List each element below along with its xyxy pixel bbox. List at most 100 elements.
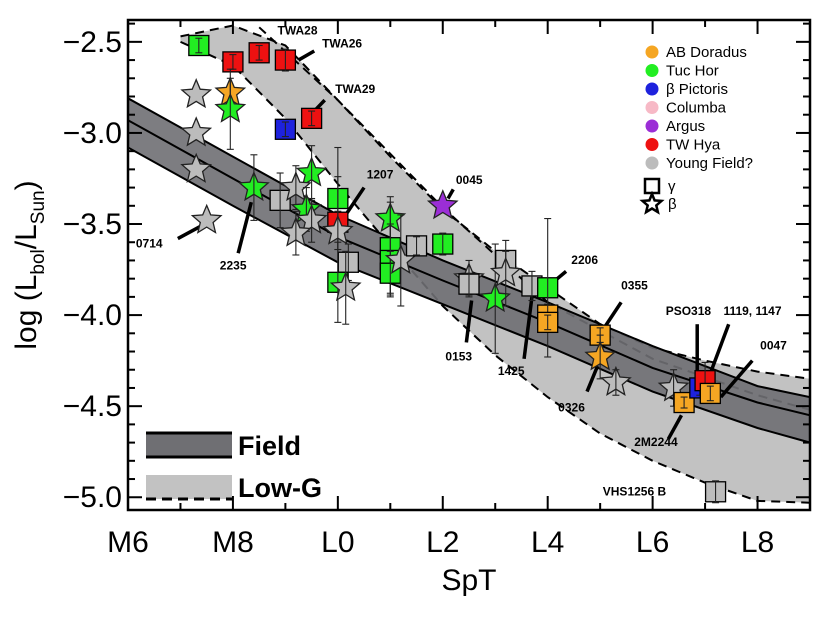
marker-legend: γβ xyxy=(639,177,677,215)
annotation-label: 1425 xyxy=(498,364,525,378)
data-point xyxy=(537,311,559,334)
marker-legend-label: β xyxy=(668,196,677,213)
legend-item: Columba xyxy=(645,100,727,117)
annotation-label: 2M2244 xyxy=(634,435,678,449)
legend-label: Columba xyxy=(666,100,727,117)
data-point xyxy=(458,272,480,296)
marker-legend-label: γ xyxy=(668,178,676,195)
annotation-label: 0714 xyxy=(136,237,163,251)
annotation-label: 0045 xyxy=(456,173,483,187)
annotation-label: TWA29 xyxy=(335,82,375,96)
data-point xyxy=(214,68,247,150)
band-legend: Field Low-G xyxy=(146,431,322,503)
annotation-label: TWA28 xyxy=(278,24,318,38)
annotation-line xyxy=(585,365,600,393)
data-point xyxy=(699,382,721,405)
data-point xyxy=(426,189,459,220)
annotation-label: 0047 xyxy=(760,339,787,353)
annotation-label: 1207 xyxy=(367,167,394,181)
data-point xyxy=(405,235,428,257)
data-point xyxy=(222,51,244,73)
data-point xyxy=(329,250,362,325)
data-point xyxy=(180,116,213,147)
legend-label: Argus xyxy=(666,118,705,135)
y-tick-label: −4.5 xyxy=(63,390,122,423)
x-axis-title: SpT xyxy=(441,564,496,597)
data-point xyxy=(180,152,213,183)
y-tick-label: −3.5 xyxy=(63,208,122,241)
star-marker xyxy=(426,189,459,220)
legend-item: Young Field? xyxy=(645,155,753,172)
data-point xyxy=(279,165,312,210)
low-gravity-upper-line xyxy=(180,24,810,380)
legend-item: TW Hya xyxy=(645,137,721,154)
field-swatch xyxy=(146,433,232,457)
data-point xyxy=(673,391,695,414)
legend-swatch xyxy=(645,45,659,59)
legend-swatch xyxy=(645,64,659,77)
y-axis-title: log (Lbol/LSun) xyxy=(10,180,49,349)
legend-item: Argus xyxy=(645,118,705,135)
x-tick-label: L8 xyxy=(741,526,774,559)
data-point xyxy=(537,218,559,358)
legend-swatch xyxy=(645,101,659,114)
legend-label: TW Hya xyxy=(666,137,721,154)
annotation-label: VHS1256 B xyxy=(603,484,667,498)
x-tick-label: L2 xyxy=(426,526,459,559)
data-point xyxy=(279,210,312,256)
legend-swatch xyxy=(645,138,659,151)
annotation-line xyxy=(344,186,366,216)
annotation-label: 0153 xyxy=(445,350,472,364)
y-tick-label: −4.0 xyxy=(63,299,122,332)
x-axis-ticks: M6 M8 L0 L2 L4 L6 L8 xyxy=(107,20,811,559)
legend-item: Tuc Hor xyxy=(645,63,719,80)
data-point xyxy=(190,203,223,234)
data-point xyxy=(274,118,297,140)
x-tick-label: M8 xyxy=(212,526,254,559)
legend-swatch xyxy=(645,82,659,96)
legend-label: Tuc Hor xyxy=(666,63,719,80)
legend-swatch xyxy=(645,119,659,133)
annotation-label: 2235 xyxy=(220,259,247,273)
star-marker xyxy=(180,78,213,109)
x-tick-label: M6 xyxy=(107,526,149,559)
annotation-line xyxy=(297,49,316,62)
data-point xyxy=(300,107,323,130)
annotation-label: 2206 xyxy=(571,253,598,267)
data-point xyxy=(274,48,297,72)
annotation-line xyxy=(522,296,534,360)
legend-item: β Pictoris xyxy=(645,81,728,98)
y-tick-label: −2.5 xyxy=(63,26,122,59)
band-legend-item: Field xyxy=(146,431,301,461)
legend-label: β Pictoris xyxy=(666,81,728,98)
band-legend-item: Low-G xyxy=(146,473,322,503)
x-tick-label: L6 xyxy=(636,526,669,559)
data-points xyxy=(180,34,727,504)
annotation-label: PSO318 xyxy=(666,304,712,318)
data-point xyxy=(248,42,270,64)
data-point xyxy=(599,365,632,396)
annotation-label: 1119, 1147 xyxy=(723,304,781,318)
star-marker xyxy=(180,152,213,183)
data-point xyxy=(432,232,454,256)
annotation-labels: TWA28 TWA26 TWA29 1207 0045 0714 2235 2206 0355 P… xyxy=(136,24,787,499)
annotation-line xyxy=(719,359,754,399)
annotation-line xyxy=(603,301,623,327)
x-tick-label: L0 xyxy=(321,526,354,559)
annotation-label: 0326 xyxy=(558,401,585,415)
data-point xyxy=(237,154,270,221)
star-marker xyxy=(190,203,223,234)
data-point xyxy=(188,34,210,57)
y-axis-ticks: −2.5 −3.0 −3.5 −4.0 −4.5 −5.0 xyxy=(63,22,810,514)
data-point xyxy=(180,78,213,109)
star-symbol xyxy=(639,190,665,215)
annotation-label: 0355 xyxy=(621,279,648,293)
annotation-line xyxy=(464,300,474,343)
star-marker xyxy=(180,116,213,147)
annotation-line xyxy=(446,188,455,200)
annotation-line xyxy=(177,224,203,241)
data-point xyxy=(269,172,291,229)
legend-label: Young Field? xyxy=(666,155,753,172)
